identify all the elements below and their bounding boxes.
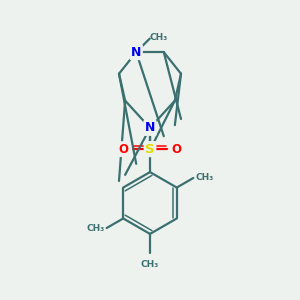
Text: CH₃: CH₃	[149, 33, 168, 42]
Text: O: O	[119, 142, 129, 156]
Text: N: N	[131, 46, 141, 59]
Text: CH₃: CH₃	[141, 260, 159, 268]
Text: N: N	[145, 122, 155, 134]
Text: CH₃: CH₃	[195, 173, 214, 182]
Text: O: O	[171, 142, 181, 156]
Text: CH₃: CH₃	[86, 224, 105, 232]
Text: S: S	[145, 142, 155, 156]
